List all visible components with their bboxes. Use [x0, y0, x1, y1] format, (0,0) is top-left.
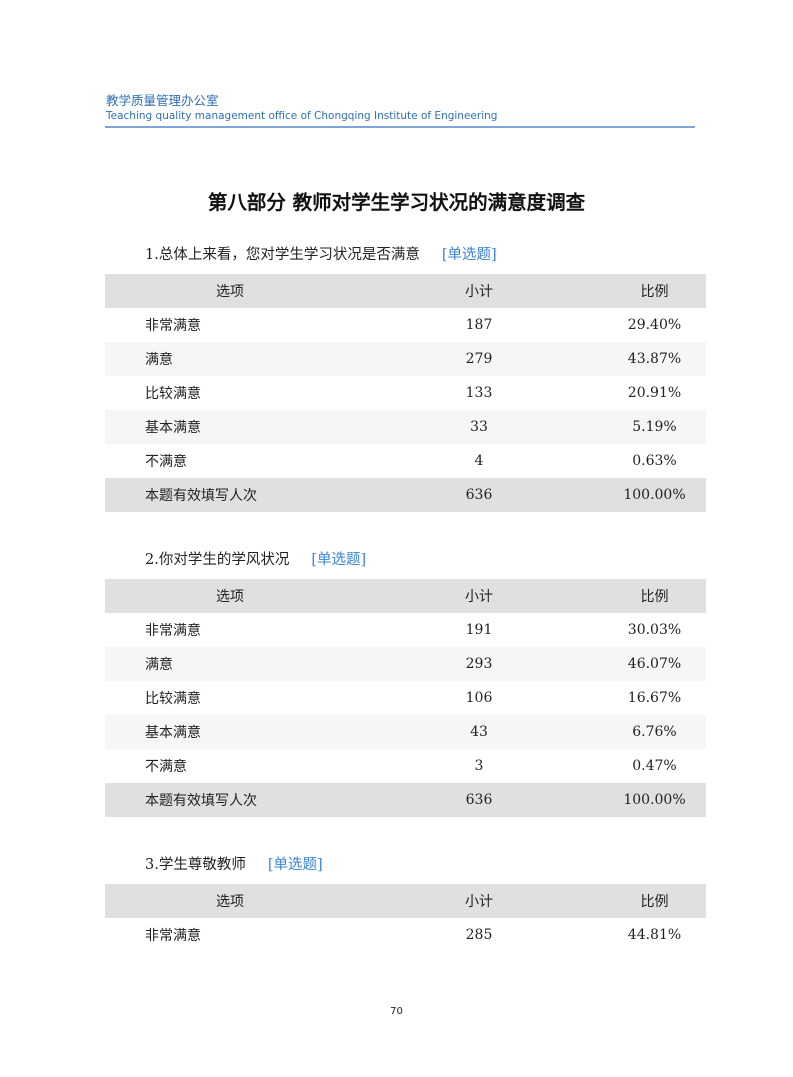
- total-label: 本题有效填写人次: [105, 478, 355, 512]
- header-divider: [105, 126, 695, 128]
- table-row: 满意 293 46.07%: [105, 647, 706, 681]
- count: 106: [465, 690, 493, 706]
- column-header: 小计: [355, 579, 603, 613]
- option-label: 比较满意: [145, 691, 201, 707]
- option-label: 非常满意: [145, 318, 201, 334]
- count: 133: [465, 385, 493, 401]
- percentage: 0.47%: [632, 758, 677, 774]
- table-header-row: 选项 小计 比例: [105, 274, 706, 308]
- count: 187: [465, 317, 493, 333]
- page-title: 第八部分 教师对学生学习状况的满意度调查: [207, 191, 586, 214]
- question-title: 3.学生尊敬教师 [单选题]: [105, 850, 706, 884]
- count: 285: [465, 927, 493, 943]
- table-row: 非常满意 285 44.81%: [105, 918, 706, 952]
- percentage: 30.03%: [627, 622, 682, 638]
- results-table: 选项 小计 比例非常满意 187 29.40% 满意 279 43.87% 比较满意 133 20.…: [105, 274, 706, 512]
- column-header: 小计: [355, 274, 603, 308]
- header-org-cn: 教学质量管理办公室: [106, 93, 219, 108]
- count: 279: [355, 342, 603, 376]
- total-percentage: 100.00%: [603, 478, 706, 512]
- table-total-row: 本题有效填写人次 636 100.00%: [105, 783, 706, 817]
- table-row: 非常满意 187 29.40%: [105, 308, 706, 342]
- table-row: 不满意 3 0.47%: [105, 749, 706, 783]
- column-header: 比例: [603, 579, 706, 613]
- question-text: 3.学生尊敬教师: [145, 857, 246, 873]
- results-table: 选项 小计 比例非常满意 191 30.03% 满意 293 46.07% 比较满意 106 16.…: [105, 579, 706, 817]
- column-header: 选项: [105, 884, 355, 918]
- percentage: 20.91%: [627, 385, 682, 401]
- percentage: 6.76%: [603, 715, 706, 749]
- option-label: 不满意: [145, 759, 187, 775]
- total-count: 636: [355, 478, 603, 512]
- count: 293: [355, 647, 603, 681]
- count: 191: [465, 622, 493, 638]
- table-header-row: 选项 小计 比例: [105, 579, 706, 613]
- column-header: 小计: [355, 884, 603, 918]
- percentage: 5.19%: [603, 410, 706, 444]
- table-row: 不满意 4 0.63%: [105, 444, 706, 478]
- question-text: 1.总体上来看，您对学生学习状况是否满意: [145, 247, 420, 263]
- table-row: 基本满意 33 5.19%: [105, 410, 706, 444]
- option-label: 满意: [105, 647, 355, 681]
- option-label: 满意: [105, 342, 355, 376]
- table-total-row: 本题有效填写人次 636 100.00%: [105, 478, 706, 512]
- column-header: 比例: [603, 884, 706, 918]
- total-percentage: 100.00%: [603, 783, 706, 817]
- percentage: 46.07%: [603, 647, 706, 681]
- option-label: 非常满意: [145, 623, 201, 639]
- percentage: 16.67%: [627, 690, 682, 706]
- option-label: 比较满意: [145, 386, 201, 402]
- header-org-en: Teaching quality management office of Ch…: [106, 110, 498, 122]
- option-label: 基本满意: [105, 715, 355, 749]
- option-label: 基本满意: [105, 410, 355, 444]
- question-type-tag: [单选题]: [267, 857, 323, 873]
- count: 3: [474, 758, 484, 774]
- table-row: 满意 279 43.87%: [105, 342, 706, 376]
- column-header: 比例: [603, 274, 706, 308]
- question-text: 2.你对学生的学风状况: [145, 552, 290, 568]
- table-header-row: 选项 小计 比例: [105, 884, 706, 918]
- option-label: 不满意: [145, 454, 187, 470]
- column-header: 选项: [105, 274, 355, 308]
- question-type-tag: [单选题]: [311, 552, 367, 568]
- question-section: 2.你对学生的学风状况 [单选题] 选项 小计 比例非常满意 191 30.03% 满意 293…: [105, 545, 706, 817]
- question-type-tag: [单选题]: [441, 247, 497, 263]
- percentage: 43.87%: [603, 342, 706, 376]
- total-label: 本题有效填写人次: [105, 783, 355, 817]
- page-number: 70: [390, 1006, 403, 1017]
- option-label: 非常满意: [145, 928, 201, 944]
- table-row: 基本满意 43 6.76%: [105, 715, 706, 749]
- count: 33: [355, 410, 603, 444]
- total-count: 636: [355, 783, 603, 817]
- results-table: 选项 小计 比例非常满意 285 44.81%: [105, 884, 706, 952]
- question-title: 1.总体上来看，您对学生学习状况是否满意 [单选题]: [105, 240, 706, 274]
- question-title: 2.你对学生的学风状况 [单选题]: [105, 545, 706, 579]
- column-header: 选项: [105, 579, 355, 613]
- count: 4: [474, 453, 484, 469]
- table-row: 比较满意 106 16.67%: [105, 681, 706, 715]
- table-row: 非常满意 191 30.03%: [105, 613, 706, 647]
- table-row: 比较满意 133 20.91%: [105, 376, 706, 410]
- percentage: 0.63%: [632, 453, 677, 469]
- count: 43: [355, 715, 603, 749]
- question-section: 3.学生尊敬教师 [单选题] 选项 小计 比例非常满意 285 44.81%: [105, 850, 706, 952]
- percentage: 44.81%: [627, 927, 682, 943]
- percentage: 29.40%: [627, 317, 682, 333]
- question-section: 1.总体上来看，您对学生学习状况是否满意 [单选题] 选项 小计 比例非常满意 187 29…: [105, 240, 706, 512]
